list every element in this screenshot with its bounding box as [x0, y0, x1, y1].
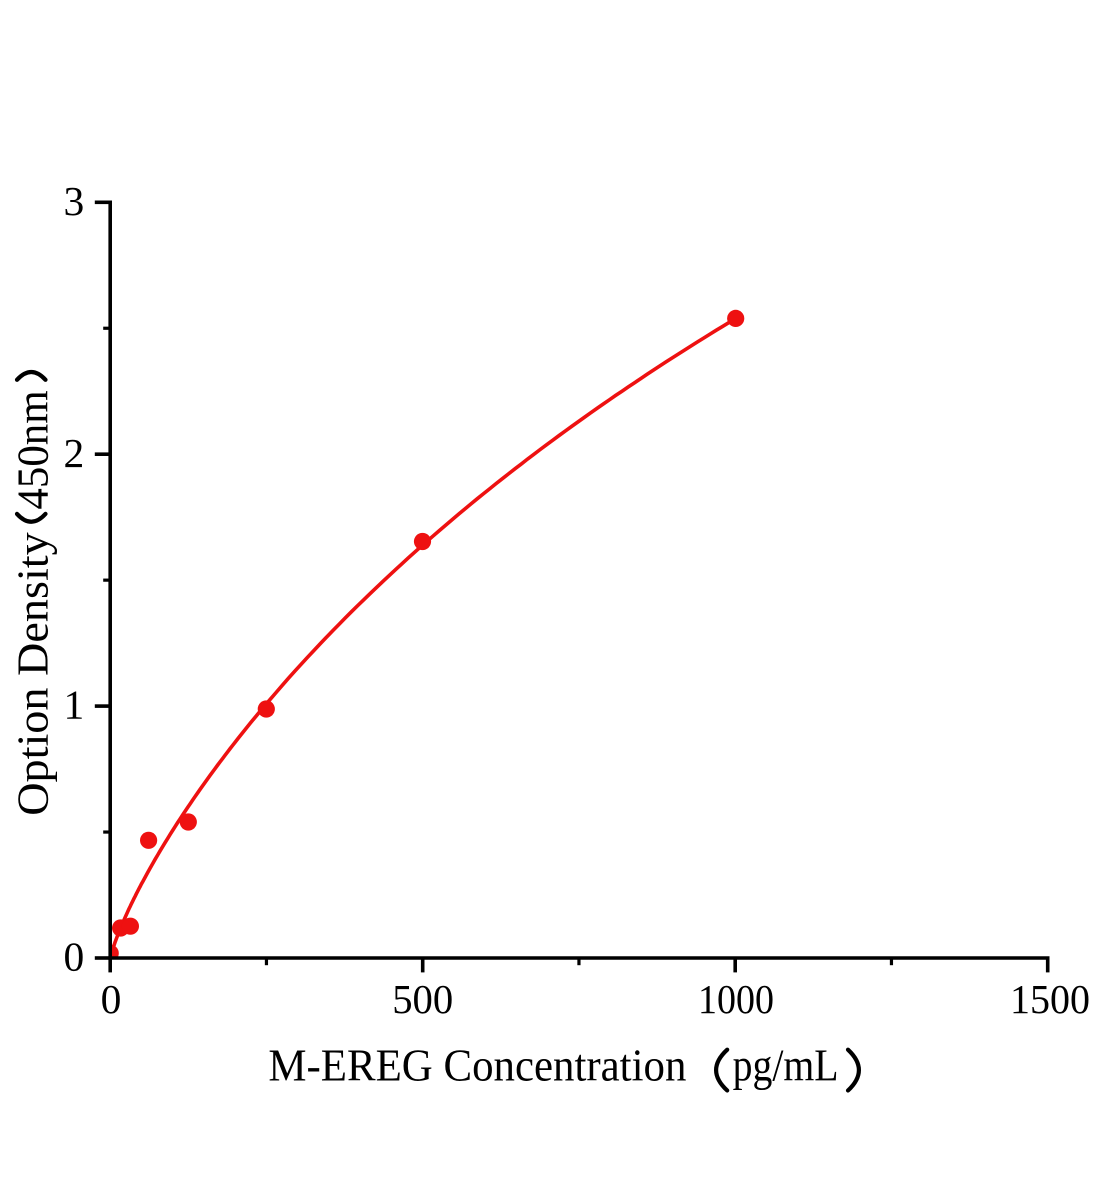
svg-text:2: 2 [64, 430, 85, 476]
svg-text:3: 3 [64, 178, 85, 224]
svg-text:500: 500 [392, 976, 453, 1022]
svg-text:450nm: 450nm [9, 390, 58, 509]
svg-text:1000: 1000 [698, 976, 774, 1022]
svg-text:Option Density: Option Density [9, 532, 58, 816]
svg-text:0: 0 [101, 976, 122, 1022]
svg-text:1: 1 [64, 682, 85, 728]
svg-text:1500: 1500 [1010, 976, 1090, 1022]
svg-text:pg/mL: pg/mL [733, 1039, 839, 1090]
svg-text:0: 0 [64, 934, 85, 980]
svg-text:M-EREG Concentration: M-EREG Concentration [268, 1039, 686, 1090]
